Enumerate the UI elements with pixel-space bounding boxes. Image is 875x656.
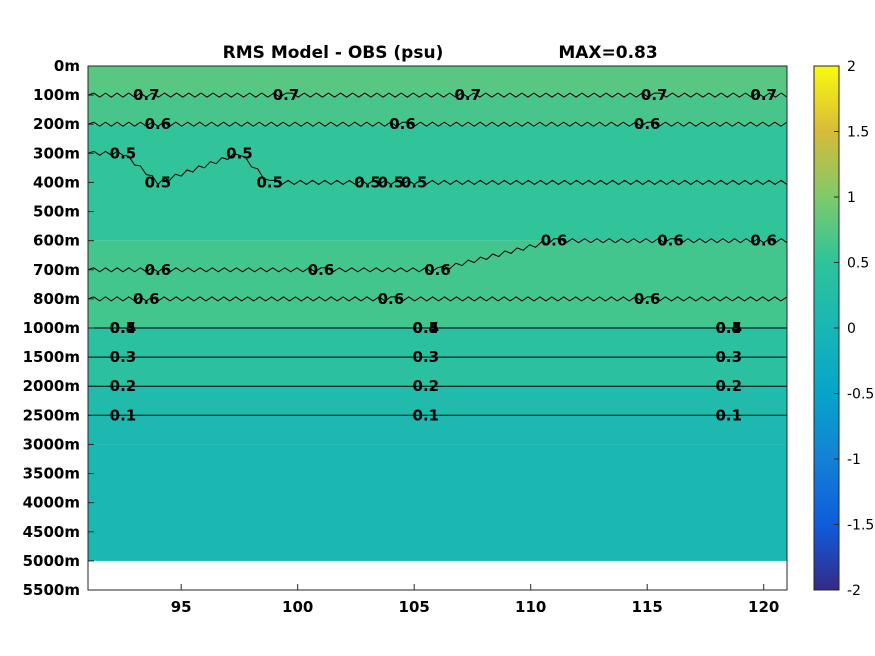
contour-label-1-1: 0.6 xyxy=(389,115,416,133)
x-tick-label: 105 xyxy=(399,598,430,616)
contour-label-7-0: 0.3 xyxy=(110,348,137,366)
x-tick-label: 110 xyxy=(515,598,546,616)
contour-label-5-1: 0.5 xyxy=(413,319,440,337)
contour-label-9-1: 0.1 xyxy=(413,406,440,424)
colorbar-tick-label: -2 xyxy=(847,583,861,599)
contour-label-2-1: 0.5 xyxy=(226,144,253,162)
contour-label-6-1: 0.4 xyxy=(413,319,440,337)
y-tick-label: 3500m xyxy=(23,465,80,483)
colorbar-tick-label: -1 xyxy=(847,452,861,468)
colorbar-tick-label: 2 xyxy=(847,59,856,75)
y-tick-label: 300m xyxy=(33,144,80,162)
field-layer xyxy=(88,66,787,561)
max-annotation: MAX=0.83 xyxy=(558,43,657,63)
contour-label-5-2: 0.5 xyxy=(715,319,742,337)
contour-label-3-3: 0.6 xyxy=(541,232,568,250)
chart-title: RMS Model - OBS (psu) xyxy=(223,43,444,63)
y-tick-label: 200m xyxy=(33,115,80,133)
x-tick-label: 120 xyxy=(748,598,779,616)
y-tick-label: 4000m xyxy=(23,494,80,512)
contour-label-6-0: 0.4 xyxy=(110,319,137,337)
colorbar-tick-label: 1.5 xyxy=(847,125,869,141)
y-tick-label: 500m xyxy=(33,203,80,221)
y-tick-label: 5500m xyxy=(23,581,80,599)
x-tick-label: 100 xyxy=(282,598,313,616)
y-tick-label: 700m xyxy=(33,261,80,279)
contour-label-9-2: 0.1 xyxy=(715,406,742,424)
y-tick-label: 2500m xyxy=(23,406,80,424)
contour-label-layer: 0.7 0.7 0.7 0.7 0.70.6 0.6 0.60.5 0.50.5 0.5 0.50… xyxy=(110,86,777,424)
contour-label-0-3: 0.7 xyxy=(641,86,668,104)
contour-label-3-0: 0.6 xyxy=(145,261,172,279)
y-tick-label: 0m xyxy=(54,57,80,75)
contour-label-2-3: 0.5 xyxy=(256,173,283,191)
colorbar-tick-label: -0.5 xyxy=(847,387,874,403)
contour-label-8-0: 0.2 xyxy=(110,377,137,395)
y-tick-label: 600m xyxy=(33,232,80,250)
colorbar-tick-label: 0.5 xyxy=(847,256,869,272)
y-tick-label: 800m xyxy=(33,290,80,308)
contour-label-3-1: 0.6 xyxy=(308,261,335,279)
colorbar-ticks: 2 1.5 1 0.5 0 -0.5 -1 -1.5 -2 xyxy=(834,59,874,599)
y-tick-label: 100m xyxy=(33,86,80,104)
contour-label-8-2: 0.2 xyxy=(715,377,742,395)
colorbar: 2 1.5 1 0.5 0 -0.5 -1 -1.5 -2 xyxy=(813,59,874,599)
contour-label-1-0: 0.6 xyxy=(145,115,172,133)
field-band-7 xyxy=(88,444,787,561)
contour-label-3-2: 0.6 xyxy=(424,261,451,279)
y-axis: 0m 100m 200m 300m 400m 500m 600m 700m 800m 1000m 1… xyxy=(23,57,94,599)
contour-line-3 xyxy=(87,238,788,273)
contour-label-1-2: 0.6 xyxy=(634,115,661,133)
x-axis: 95 100 105 110 115 120 xyxy=(171,584,779,616)
contour-line-4 xyxy=(87,296,788,302)
y-tick-label: 5000m xyxy=(23,552,80,570)
contour-label-8-1: 0.2 xyxy=(413,377,440,395)
y-tick-label: 4500m xyxy=(23,523,80,541)
contour-label-2-6: 0.5 xyxy=(401,173,428,191)
y-tick-label: 1000m xyxy=(23,319,80,337)
field-band-3 xyxy=(88,240,787,328)
contour-label-3-5: 0.6 xyxy=(750,232,777,250)
contour-layer xyxy=(87,92,788,416)
contour-label-2-2: 0.5 xyxy=(145,173,172,191)
contour-label-0-1: 0.7 xyxy=(273,86,300,104)
colorbar-tick-label: -1.5 xyxy=(847,518,874,534)
contour-label-5-0: 0.5 xyxy=(110,319,137,337)
field-band-1 xyxy=(88,95,787,125)
contour-line-2 xyxy=(87,150,788,186)
contour-label-2-4: 0.5 xyxy=(354,173,381,191)
contour-label-2-5: 0.5 xyxy=(378,173,405,191)
contour-label-7-1: 0.3 xyxy=(413,348,440,366)
field-band-0 xyxy=(88,66,787,96)
contour-label-0-0: 0.7 xyxy=(133,86,160,104)
contour-label-4-2: 0.6 xyxy=(634,290,661,308)
y-tick-label: 400m xyxy=(33,173,80,191)
x-tick-label: 95 xyxy=(171,598,192,616)
contour-label-2-0: 0.5 xyxy=(110,144,137,162)
plot-area: 0.7 0.7 0.7 0.7 0.70.6 0.6 0.60.5 0.50.5 0.5 0.50… xyxy=(87,65,788,591)
y-tick-label: 3000m xyxy=(23,435,80,453)
contour-line-1 xyxy=(87,121,788,127)
contour-line-0 xyxy=(87,92,788,98)
field-band-5 xyxy=(88,386,787,416)
contour-label-3-4: 0.6 xyxy=(657,232,684,250)
y-tick-label: 2000m xyxy=(23,377,80,395)
y-tick-label: 1500m xyxy=(23,348,80,366)
contour-label-6-2: 0.4 xyxy=(715,319,742,337)
colorbar-tick-label: 0 xyxy=(847,321,856,337)
contour-label-4-0: 0.6 xyxy=(133,290,160,308)
colorbar-tick-label: 1 xyxy=(847,190,856,206)
contour-label-0-2: 0.7 xyxy=(455,86,482,104)
contour-label-0-4: 0.7 xyxy=(750,86,777,104)
contour-label-7-2: 0.3 xyxy=(715,348,742,366)
field-band-6 xyxy=(88,415,787,445)
contour-label-4-1: 0.6 xyxy=(378,290,405,308)
x-tick-label: 115 xyxy=(632,598,663,616)
contour-label-9-0: 0.1 xyxy=(110,406,137,424)
